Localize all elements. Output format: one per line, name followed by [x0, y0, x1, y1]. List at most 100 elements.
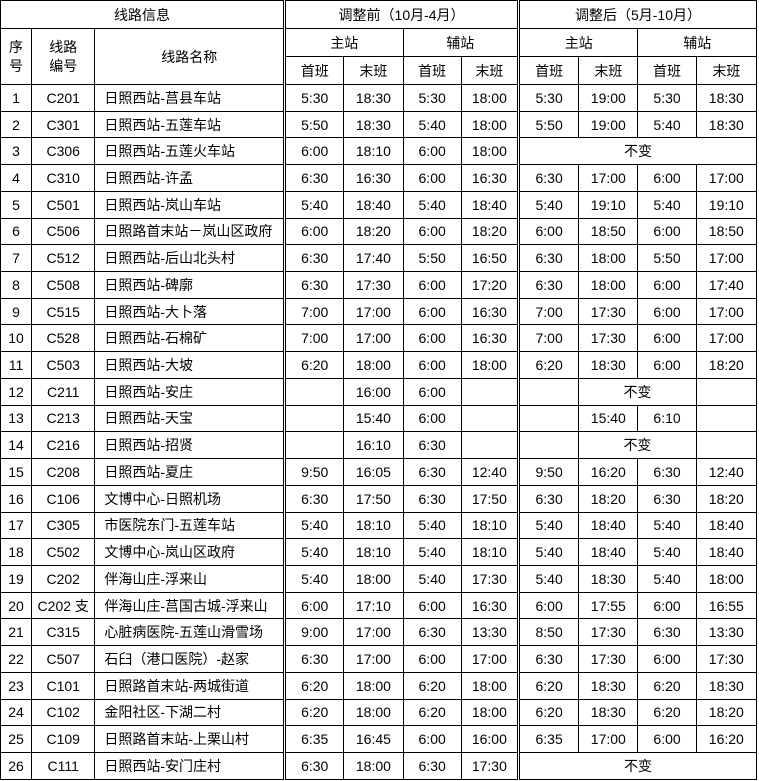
time-after: 18:30: [695, 110, 758, 139]
time-after: 6:20: [637, 698, 697, 727]
route-code: C208: [31, 458, 96, 486]
time-before: 17:00: [343, 324, 404, 353]
time-before: [283, 404, 345, 433]
time-after: 5:50: [637, 244, 697, 273]
time-before: 13:30: [460, 618, 520, 647]
row-number: 11: [0, 351, 33, 379]
row-number: 18: [0, 538, 33, 566]
time-before: 18:00: [343, 351, 404, 379]
header-last-bus: 末班: [460, 56, 520, 85]
table-row: 6 C506 日照路首末站－岚山区政府 6:00 18:20 6:00 18:20 6:00 1…: [0, 217, 758, 246]
table-row: 2 C301 日照西站-五莲车站 5:50 18:30 5:40 18:00 5:50 19:0…: [0, 110, 758, 139]
time-before: 6:30: [283, 484, 345, 513]
time-before: 18:10: [460, 538, 520, 566]
time-after: 17:00: [578, 725, 639, 753]
time-after: 6:30: [516, 484, 580, 513]
table-row: 5 C501 日照西站-岚山车站 5:40 18:40 5:40 18:40 5:40 19:1…: [0, 190, 758, 219]
route-name: 日照西站-石棉矿: [94, 324, 286, 353]
row-number: 8: [0, 271, 33, 299]
route-name: 日照西站-大卜落: [94, 297, 286, 326]
time-before: 16:30: [460, 324, 520, 353]
route-name: 金阳社区-下湖二村: [94, 698, 286, 727]
time-before: 16:05: [343, 458, 404, 486]
time-before: [460, 431, 520, 460]
time-before: 6:00: [402, 164, 462, 192]
time-after: 17:00: [695, 244, 758, 273]
time-before: 17:00: [343, 297, 404, 326]
time-before: 18:00: [460, 351, 520, 379]
header-row-stations: 序 号 线路 编号 线路名称 主站 辅站 主站 辅站: [0, 28, 757, 85]
time-before: 18:00: [343, 751, 404, 781]
route-code: C315: [31, 618, 96, 647]
time-after: [695, 377, 758, 406]
route-name: 日照路首末站－岚山区政府: [94, 217, 286, 246]
unchanged-cell: 不变: [578, 377, 697, 406]
table-row: 21 C315 心脏病医院-五莲山滑雪场 9:00 17:00 6:30 13:30 8:50…: [0, 618, 758, 647]
time-before: 6:30: [402, 618, 462, 647]
time-after: 8:50: [516, 618, 580, 647]
header-route-name: 线路名称: [94, 28, 286, 85]
time-after: 18:30: [578, 351, 639, 379]
time-after: 5:40: [637, 564, 697, 593]
time-after: 6:00: [637, 645, 697, 673]
time-after: 18:40: [695, 511, 758, 540]
time-after: 16:55: [695, 591, 758, 620]
time-after: 18:30: [578, 698, 639, 727]
header-route-info: 线路信息: [0, 0, 286, 29]
time-after: 6:00: [637, 217, 697, 246]
time-after: 18:40: [578, 511, 639, 540]
time-before: 18:00: [460, 110, 520, 139]
time-before: 6:00: [402, 324, 462, 353]
time-before: [283, 431, 345, 460]
time-after: [516, 404, 580, 433]
time-before: 16:30: [460, 591, 520, 620]
time-after: 18:30: [578, 564, 639, 593]
time-before: 6:00: [283, 217, 345, 246]
time-after: 6:30: [637, 458, 697, 486]
route-name: 日照西站-莒县车站: [94, 84, 286, 112]
time-before: 17:50: [343, 484, 404, 513]
time-before: 18:20: [460, 217, 520, 246]
route-name: 心脏病医院-五莲山滑雪场: [94, 618, 286, 647]
route-code: C216: [31, 431, 96, 460]
time-before: [460, 404, 520, 433]
time-after: 17:00: [695, 164, 758, 192]
time-before: 6:30: [283, 645, 345, 673]
table-row: 4 C310 日照西站-许孟 6:30 16:30 6:00 16:30 6:30 17:00 6…: [0, 164, 758, 192]
time-after: 5:40: [637, 511, 697, 540]
row-number: 10: [0, 324, 33, 353]
time-after: 5:40: [637, 538, 697, 566]
time-after: 5:30: [637, 84, 697, 112]
header-last-bus: 末班: [578, 56, 639, 85]
time-after: 17:00: [695, 324, 758, 353]
time-after: 17:30: [578, 618, 639, 647]
time-after: 18:40: [695, 538, 758, 566]
header-row-bus-times: 首班 末班 首班 末班 首班 末班 首班 末班: [1, 56, 758, 85]
table-row: 16 C106 文博中心-日照机场 6:30 17:50 6:30 17:50 6:30 18:…: [0, 484, 758, 513]
route-name: 日照西站-许孟: [94, 164, 286, 192]
table-header: 线路信息 调整前（10月-4月） 调整后（5月-10月） 序 号 线路 编号 线…: [0, 0, 758, 85]
time-after: 6:30: [637, 484, 697, 513]
route-code: C506: [31, 217, 96, 246]
row-number: 9: [0, 297, 33, 326]
time-before: 6:30: [402, 431, 462, 460]
route-name: 日照西站-五莲火车站: [94, 137, 286, 166]
row-number: 5: [0, 190, 33, 219]
time-before: 6:30: [402, 751, 462, 781]
time-before: 6:00: [402, 217, 462, 246]
time-after: 16:20: [578, 458, 639, 486]
row-number: 17: [0, 511, 33, 540]
time-after: 6:30: [516, 164, 580, 192]
table-row: 19 C202 伴海山庄-浮来山 5:40 18:00 5:40 17:30 5:40 18:3…: [0, 564, 758, 593]
table-row: 20 C202 支伴海山庄-莒国古城-浮来山 6:00 17:10 6:00 16:30 6…: [0, 591, 758, 620]
time-after: 18:50: [695, 217, 758, 246]
time-before: 18:10: [343, 137, 404, 166]
route-code: C213: [31, 404, 96, 433]
time-after: 18:40: [578, 538, 639, 566]
time-after: 6:30: [516, 271, 580, 299]
time-before: 17:00: [460, 645, 520, 673]
header-last-bus: 末班: [695, 56, 758, 85]
header-aux-station-after: 辅站: [637, 28, 757, 57]
time-before: 5:30: [402, 84, 462, 112]
